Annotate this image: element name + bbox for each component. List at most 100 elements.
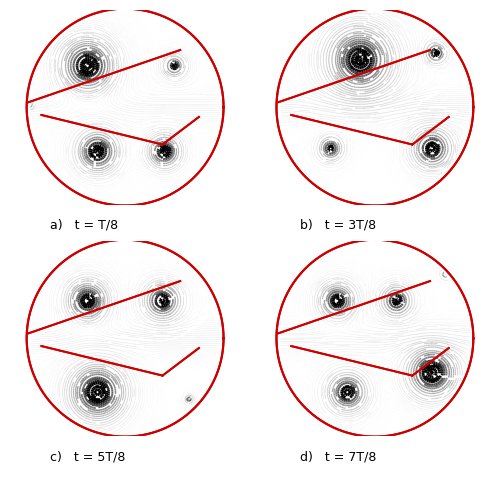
- PathPatch shape: [255, 240, 495, 437]
- FancyArrowPatch shape: [386, 282, 387, 283]
- FancyArrowPatch shape: [377, 153, 378, 154]
- FancyArrowPatch shape: [364, 51, 366, 52]
- FancyArrowPatch shape: [292, 84, 293, 85]
- FancyArrowPatch shape: [427, 62, 428, 63]
- FancyArrowPatch shape: [145, 427, 146, 428]
- FancyArrowPatch shape: [132, 136, 133, 137]
- FancyArrowPatch shape: [408, 411, 409, 412]
- FancyArrowPatch shape: [81, 74, 82, 75]
- FancyArrowPatch shape: [401, 394, 402, 395]
- FancyArrowPatch shape: [371, 72, 372, 73]
- FancyArrowPatch shape: [170, 292, 171, 293]
- FancyArrowPatch shape: [188, 170, 189, 171]
- FancyArrowPatch shape: [114, 364, 115, 365]
- FancyArrowPatch shape: [156, 159, 157, 160]
- FancyArrowPatch shape: [341, 161, 342, 162]
- FancyArrowPatch shape: [107, 284, 108, 285]
- FancyArrowPatch shape: [323, 142, 324, 143]
- FancyArrowPatch shape: [412, 392, 414, 393]
- FancyArrowPatch shape: [334, 306, 336, 307]
- FancyArrowPatch shape: [102, 332, 104, 333]
- FancyArrowPatch shape: [108, 27, 109, 28]
- FancyArrowPatch shape: [446, 60, 447, 61]
- FancyArrowPatch shape: [78, 80, 80, 81]
- FancyArrowPatch shape: [172, 290, 173, 291]
- FancyArrowPatch shape: [368, 50, 369, 51]
- FancyArrowPatch shape: [382, 34, 383, 35]
- FancyArrowPatch shape: [50, 134, 51, 135]
- FancyArrowPatch shape: [51, 278, 52, 279]
- FancyArrowPatch shape: [68, 181, 69, 182]
- FancyArrowPatch shape: [337, 78, 338, 79]
- FancyArrowPatch shape: [151, 22, 152, 23]
- FancyArrowPatch shape: [288, 79, 289, 80]
- FancyArrowPatch shape: [340, 168, 342, 169]
- FancyArrowPatch shape: [306, 320, 308, 321]
- FancyArrowPatch shape: [106, 263, 108, 264]
- FancyArrowPatch shape: [124, 247, 125, 248]
- FancyArrowPatch shape: [47, 366, 48, 367]
- FancyArrowPatch shape: [415, 89, 416, 90]
- FancyArrowPatch shape: [407, 133, 408, 134]
- FancyArrowPatch shape: [115, 263, 116, 264]
- FancyArrowPatch shape: [153, 78, 154, 79]
- FancyArrowPatch shape: [387, 423, 388, 424]
- PathPatch shape: [5, 9, 245, 206]
- FancyArrowPatch shape: [428, 369, 430, 370]
- FancyArrowPatch shape: [51, 368, 52, 369]
- FancyArrowPatch shape: [380, 312, 381, 313]
- FancyArrowPatch shape: [74, 167, 75, 168]
- FancyArrowPatch shape: [127, 319, 128, 320]
- Text: d)   t = 7T/8: d) t = 7T/8: [300, 451, 376, 464]
- FancyArrowPatch shape: [439, 365, 440, 366]
- FancyArrowPatch shape: [402, 130, 403, 131]
- FancyArrowPatch shape: [380, 269, 381, 270]
- FancyArrowPatch shape: [84, 306, 86, 307]
- Text: c)   t = 5T/8: c) t = 5T/8: [50, 451, 126, 464]
- FancyArrowPatch shape: [119, 45, 120, 46]
- FancyArrowPatch shape: [363, 415, 364, 416]
- FancyArrowPatch shape: [364, 259, 365, 260]
- FancyArrowPatch shape: [146, 19, 148, 20]
- FancyArrowPatch shape: [381, 266, 382, 267]
- FancyArrowPatch shape: [122, 176, 123, 177]
- FancyArrowPatch shape: [128, 24, 129, 25]
- FancyArrowPatch shape: [390, 24, 392, 25]
- FancyArrowPatch shape: [78, 364, 80, 365]
- FancyArrowPatch shape: [109, 143, 110, 144]
- FancyArrowPatch shape: [399, 18, 400, 19]
- FancyArrowPatch shape: [169, 314, 170, 315]
- Text: b)   t = 3T/8: b) t = 3T/8: [300, 219, 376, 231]
- FancyArrowPatch shape: [132, 169, 133, 170]
- FancyArrowPatch shape: [385, 406, 386, 407]
- FancyArrowPatch shape: [388, 412, 389, 413]
- FancyArrowPatch shape: [67, 281, 68, 282]
- FancyArrowPatch shape: [460, 128, 462, 129]
- FancyArrowPatch shape: [320, 28, 321, 29]
- FancyArrowPatch shape: [381, 194, 382, 195]
- FancyArrowPatch shape: [63, 83, 64, 84]
- FancyArrowPatch shape: [366, 371, 367, 372]
- FancyArrowPatch shape: [142, 273, 143, 274]
- FancyArrowPatch shape: [115, 248, 116, 249]
- FancyArrowPatch shape: [329, 376, 330, 377]
- FancyArrowPatch shape: [207, 73, 208, 74]
- FancyArrowPatch shape: [309, 321, 310, 322]
- FancyArrowPatch shape: [39, 371, 40, 372]
- FancyArrowPatch shape: [65, 360, 66, 361]
- FancyArrowPatch shape: [395, 178, 396, 179]
- FancyArrowPatch shape: [317, 271, 318, 272]
- FancyArrowPatch shape: [449, 164, 450, 165]
- FancyArrowPatch shape: [421, 264, 422, 265]
- FancyArrowPatch shape: [319, 370, 320, 371]
- FancyArrowPatch shape: [155, 79, 156, 80]
- FancyArrowPatch shape: [134, 319, 136, 320]
- FancyArrowPatch shape: [100, 143, 102, 144]
- FancyArrowPatch shape: [362, 63, 363, 64]
- FancyArrowPatch shape: [348, 165, 349, 166]
- FancyArrowPatch shape: [181, 59, 182, 60]
- Text: a)   t = T/8: a) t = T/8: [50, 219, 118, 231]
- FancyArrowPatch shape: [358, 257, 359, 258]
- FancyArrowPatch shape: [380, 374, 381, 375]
- FancyArrowPatch shape: [448, 65, 449, 66]
